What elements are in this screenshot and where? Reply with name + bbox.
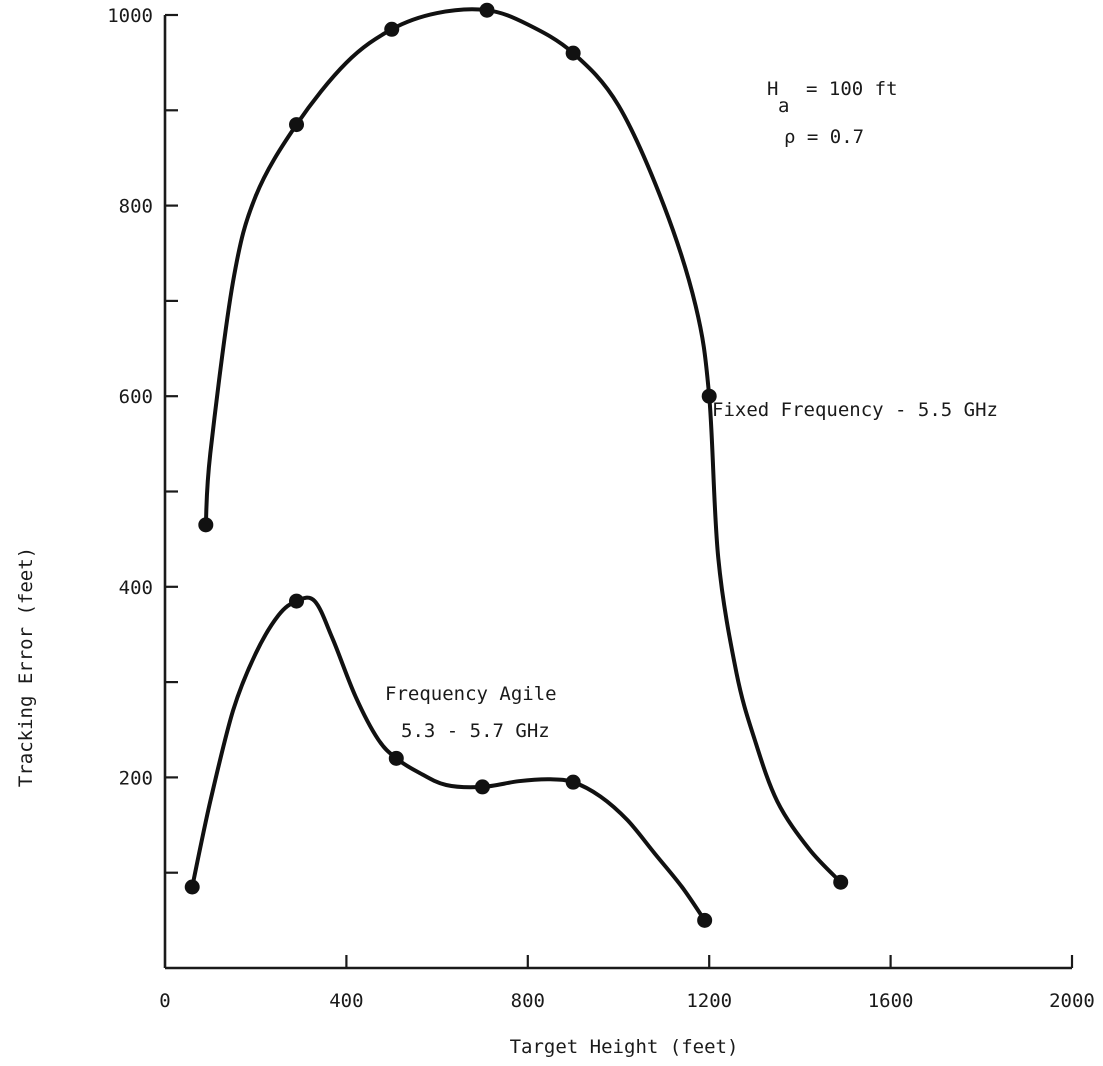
y-tick-label-600: 600 [119, 386, 153, 408]
series-labels: Fixed Frequency - 5.5 GHz Frequency Agil… [385, 399, 998, 742]
ha-annotation: H [767, 78, 778, 100]
y-tick-label-1000: 1000 [107, 5, 153, 27]
ha-value: = 100 ft [806, 78, 898, 100]
data-point-agile-1 [289, 593, 305, 609]
y-tick-label-400: 400 [119, 577, 153, 599]
y-axis-title: Tracking Error (feet) [15, 547, 37, 787]
data-point-fixed-3 [479, 2, 495, 18]
x-tick-label-400: 400 [329, 990, 363, 1012]
data-point-agile-4 [565, 774, 581, 790]
ticks [165, 13, 1074, 968]
data-point-fixed-2 [384, 21, 400, 37]
series-line-frequency-agile [190, 595, 707, 923]
series-label-fixed: Fixed Frequency - 5.5 GHz [712, 399, 998, 421]
data-point-fixed-0 [198, 517, 214, 533]
axes [163, 15, 1072, 970]
ha-symbol: H [767, 78, 778, 100]
rho-annotation: ρ = 0.7 [784, 126, 864, 148]
data-point-agile-5 [697, 912, 713, 928]
data-point-fixed-5 [701, 388, 717, 404]
data-point-fixed-6 [833, 874, 849, 890]
x-tick-label-0: 0 [159, 990, 170, 1012]
series-label-agile-line1: Frequency Agile [385, 683, 557, 705]
x-tick-label-1600: 1600 [868, 990, 914, 1012]
x-axis-title: Target Height (feet) [510, 1036, 739, 1058]
data-point-agile-2 [388, 750, 404, 766]
data-point-agile-3 [474, 779, 490, 795]
x-tick-label-2000: 2000 [1049, 990, 1095, 1012]
series-label-agile-line2: 5.3 - 5.7 GHz [401, 720, 550, 742]
y-tick-label-800: 800 [119, 196, 153, 218]
ha-subscript: a [778, 95, 789, 117]
tick-labels: 0 400 800 1200 1600 2000 200 400 600 800 1000 [107, 5, 1095, 1012]
x-tick-label-1200: 1200 [686, 990, 732, 1012]
curves [190, 7, 843, 923]
data-point-agile-0 [184, 879, 200, 895]
x-tick-label-800: 800 [511, 990, 545, 1012]
points [184, 2, 849, 928]
data-point-fixed-4 [565, 45, 581, 61]
y-tick-label-200: 200 [119, 767, 153, 789]
data-point-fixed-1 [289, 117, 305, 133]
series-line-fixed-frequency [203, 7, 843, 885]
parameter-annotation: H a = 100 ft ρ = 0.7 [767, 78, 898, 148]
